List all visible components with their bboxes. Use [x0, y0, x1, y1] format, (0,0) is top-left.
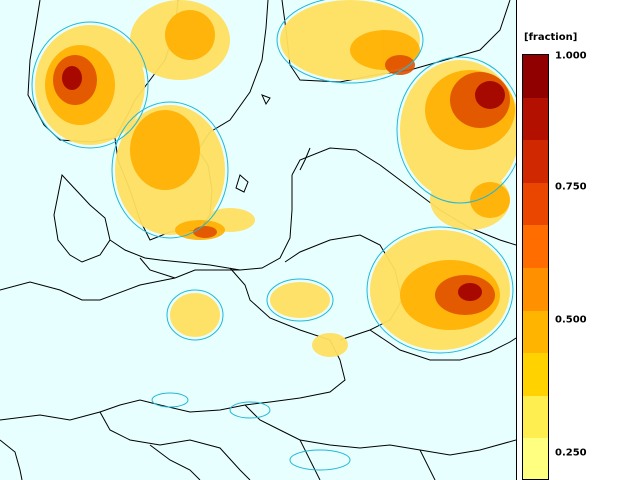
legend-swatch	[523, 310, 548, 354]
legend-swatch	[523, 438, 548, 479]
legend-swatch	[523, 182, 548, 226]
legend-swatch	[523, 225, 548, 268]
legend-tick-label: 0.750	[555, 181, 587, 193]
legend-unit-label: [fraction]	[524, 32, 578, 43]
legend-swatch	[523, 353, 548, 396]
legend-tick-label: 0.250	[555, 447, 587, 459]
color-legend: [fraction] 1.000 0.750 0.500 0.250	[517, 0, 640, 480]
legend-swatch	[523, 140, 548, 183]
fraction-field	[35, 0, 516, 357]
map-panel	[0, 0, 517, 480]
legend-swatch	[523, 97, 548, 141]
legend-swatch	[523, 55, 548, 98]
legend-tick-label: 0.500	[555, 314, 587, 326]
contour-lines	[31, 0, 516, 471]
legend-color-bar	[522, 54, 549, 480]
map-canvas	[0, 0, 516, 480]
legend-swatch	[523, 268, 548, 311]
legend-tick-label: 1.000	[555, 50, 587, 62]
legend-swatch	[523, 395, 548, 439]
